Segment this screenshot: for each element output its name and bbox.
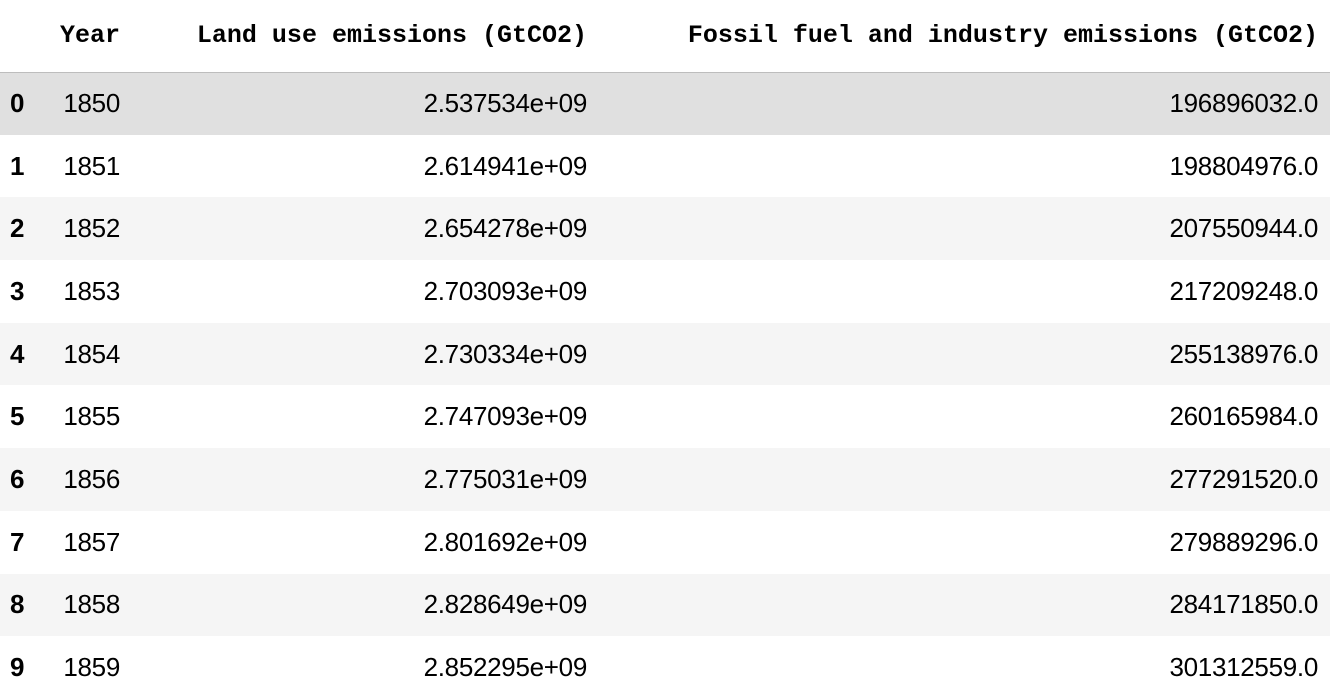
cell-land-use-emissions: 2.852295e+09 xyxy=(423,652,588,683)
table-row: 3 1853 2.703093e+09 217209248.0 xyxy=(0,260,1330,323)
cell-land-use-emissions: 2.614941e+09 xyxy=(423,150,588,181)
cell-year: 1856 xyxy=(63,463,120,494)
column-header-year: Year xyxy=(59,21,120,51)
row-index: 2 xyxy=(10,213,25,244)
cell-land-use-emissions: 2.654278e+09 xyxy=(423,213,588,244)
table-row: 0 1850 2.537534e+09 196896032.0 xyxy=(0,72,1330,135)
table-row: 8 1858 2.828649e+09 284171850.0 xyxy=(0,573,1330,637)
column-header-land-use-emissions: Land use emissions (GtCO2) xyxy=(196,21,587,51)
cell-fossil-fuel-emissions: 260165984.0 xyxy=(1169,401,1318,432)
index-column-header xyxy=(0,0,46,72)
table-header: Year Land use emissions (GtCO2) Fossil f… xyxy=(0,0,1330,72)
cell-year: 1851 xyxy=(63,150,120,181)
cell-land-use-emissions: 2.537534e+09 xyxy=(423,88,588,119)
row-index: 8 xyxy=(10,589,25,620)
cell-land-use-emissions: 2.747093e+09 xyxy=(423,401,588,432)
row-index: 0 xyxy=(10,88,25,119)
cell-fossil-fuel-emissions: 198804976.0 xyxy=(1169,150,1318,181)
cell-fossil-fuel-emissions: 284171850.0 xyxy=(1169,589,1318,620)
cell-land-use-emissions: 2.775031e+09 xyxy=(423,463,588,494)
cell-fossil-fuel-emissions: 277291520.0 xyxy=(1169,463,1318,494)
cell-land-use-emissions: 2.828649e+09 xyxy=(423,589,588,620)
cell-land-use-emissions: 2.730334e+09 xyxy=(423,338,588,369)
table-row: 9 1859 2.852295e+09 301312559.0 xyxy=(0,636,1330,699)
row-index: 5 xyxy=(10,401,25,432)
row-index: 6 xyxy=(10,463,25,494)
table-row: 6 1856 2.775031e+09 277291520.0 xyxy=(0,448,1330,511)
cell-year: 1855 xyxy=(63,401,120,432)
cell-year: 1859 xyxy=(63,652,120,683)
cell-year: 1852 xyxy=(63,213,120,244)
cell-fossil-fuel-emissions: 196896032.0 xyxy=(1169,88,1318,119)
cell-fossil-fuel-emissions: 301312559.0 xyxy=(1169,652,1318,683)
table-row: 5 1855 2.747093e+09 260165984.0 xyxy=(0,385,1330,448)
cell-fossil-fuel-emissions: 207550944.0 xyxy=(1169,213,1318,244)
cell-land-use-emissions: 2.703093e+09 xyxy=(423,275,588,306)
cell-land-use-emissions: 2.801692e+09 xyxy=(423,526,588,557)
cell-year: 1857 xyxy=(63,526,120,557)
cell-year: 1858 xyxy=(63,589,120,620)
cell-year: 1853 xyxy=(63,275,120,306)
table-row: 7 1857 2.801692e+09 279889296.0 xyxy=(0,511,1330,574)
cell-fossil-fuel-emissions: 279889296.0 xyxy=(1169,526,1318,557)
table-row: 4 1854 2.730334e+09 255138976.0 xyxy=(0,322,1330,386)
table-row: 2 1852 2.654278e+09 207550944.0 xyxy=(0,197,1330,261)
header-row: Year Land use emissions (GtCO2) Fossil f… xyxy=(0,0,1330,72)
row-index: 4 xyxy=(10,338,25,369)
row-index: 7 xyxy=(10,526,25,557)
cell-year: 1854 xyxy=(63,338,120,369)
row-index: 1 xyxy=(10,150,25,181)
column-header-fossil-fuel-emissions: Fossil fuel and industry emissions (GtCO… xyxy=(687,21,1318,51)
cell-fossil-fuel-emissions: 255138976.0 xyxy=(1169,338,1318,369)
cell-fossil-fuel-emissions: 217209248.0 xyxy=(1169,275,1318,306)
cell-year: 1850 xyxy=(63,88,120,119)
row-index: 3 xyxy=(10,275,25,306)
table-row: 1 1851 2.614941e+09 198804976.0 xyxy=(0,135,1330,198)
row-index: 9 xyxy=(10,652,25,683)
table-body: 0 1850 2.537534e+09 196896032.0 1 1851 2.61494… xyxy=(0,72,1330,699)
